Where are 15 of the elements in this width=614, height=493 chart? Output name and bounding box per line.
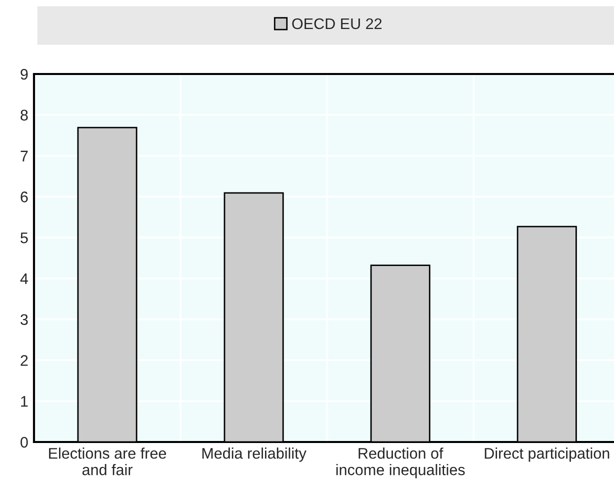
y-tick-label: 9 <box>20 68 28 80</box>
y-tick-label: 1 <box>21 396 28 407</box>
y-tick-label: 2 <box>20 355 28 366</box>
y-tick-label: 6 <box>20 192 28 202</box>
x-tick-label: Elections are free and fair <box>49 448 166 476</box>
y-tick-label: 5 <box>20 232 28 244</box>
x-tick-label: Reduction of income inequalities <box>336 448 465 478</box>
legend-label: OECD EU 22 <box>292 18 382 30</box>
y-tick-label: 8 <box>20 110 28 121</box>
y-tick-label: 4 <box>20 273 28 284</box>
y-tick-label: 0 <box>20 436 28 448</box>
x-tick-label: Direct participation <box>484 448 610 462</box>
y-tick-label: 7 <box>20 150 28 162</box>
y-tick-label: 3 <box>20 314 28 326</box>
x-tick-label: Media reliability <box>202 448 306 462</box>
